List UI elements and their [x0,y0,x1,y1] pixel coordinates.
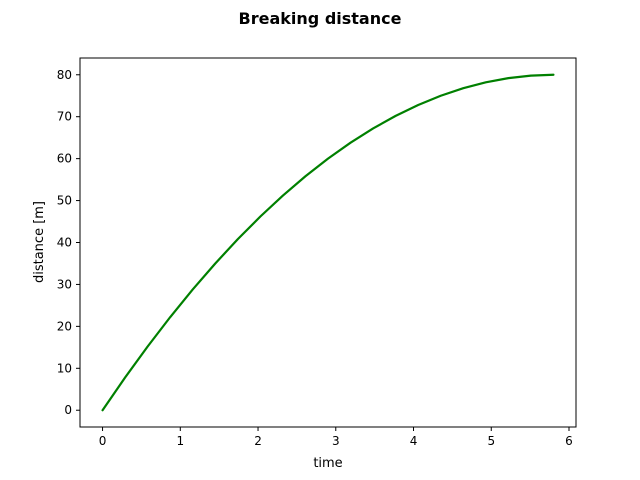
y-tick-label-2: 20 [57,319,72,333]
y-axis: 0 10 20 30 40 50 60 70 80 [57,68,80,417]
x-tick-label-0: 0 [99,434,107,448]
y-tick-label-8: 80 [57,68,72,82]
y-tick-label-1: 10 [57,361,72,375]
y-tick-label-5: 50 [57,194,72,208]
y-tick-label-3: 30 [57,277,72,291]
x-tick-label-6: 6 [565,434,573,448]
x-axis-label: time [313,456,342,471]
x-tick-label-4: 4 [410,434,418,448]
series-layer [101,73,555,412]
y-tick-label-4: 40 [57,236,72,250]
y-tick-label-6: 60 [57,152,72,166]
series-line-0 [101,73,555,412]
x-tick-label-5: 5 [487,434,495,448]
plot-area [79,57,577,428]
y-axis-label: distance [m] [32,201,47,283]
x-tick-label-1: 1 [176,434,184,448]
y-tick-label-7: 70 [57,110,72,124]
chart-title: Breaking distance [239,9,402,28]
x-tick-label-3: 3 [332,434,340,448]
x-tick-label-2: 2 [254,434,262,448]
y-tick-label-0: 0 [64,403,72,417]
x-axis: 0 1 2 3 4 5 6 [99,427,573,448]
